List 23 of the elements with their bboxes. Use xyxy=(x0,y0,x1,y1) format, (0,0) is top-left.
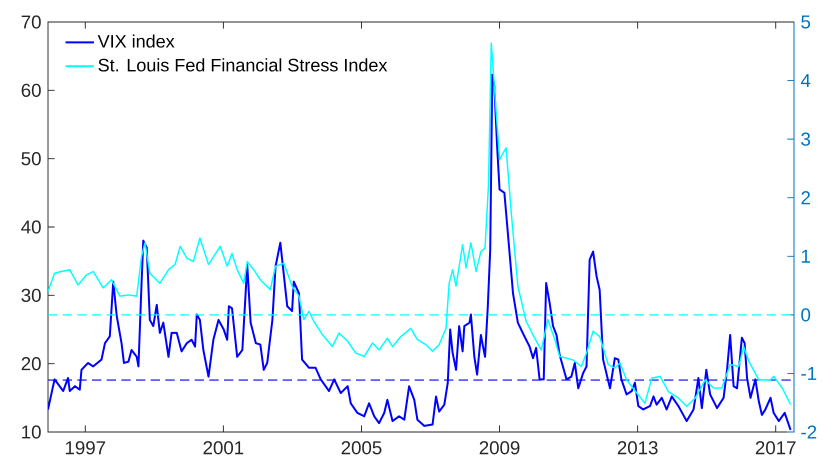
y2-tick-label: -1 xyxy=(801,367,816,380)
x-tick-label: 2013 xyxy=(618,441,658,454)
legend-label: St. Louis Fed Financial Stress Index xyxy=(98,58,388,72)
x-tick-label: 1997 xyxy=(66,441,106,454)
y-tick-label: 60 xyxy=(22,84,41,97)
y2-tick-label: 4 xyxy=(800,74,810,87)
x-tick-label: 2001 xyxy=(204,441,244,454)
legend-label: VIX index xyxy=(98,34,174,48)
y-tick-label: 40 xyxy=(21,220,41,234)
y-tick-label: 20 xyxy=(22,357,41,370)
y-tick-label: 50 xyxy=(22,152,41,166)
y2-tick-label: 2 xyxy=(801,191,810,204)
y-tick-label: 30 xyxy=(21,288,41,302)
x-tick-label: 2005 xyxy=(342,441,382,454)
y-tick-label: 10 xyxy=(22,425,41,439)
x-tick-label: 2009 xyxy=(480,441,520,454)
y-tick-label: 70 xyxy=(22,15,41,29)
y2-tick-label: 1 xyxy=(802,250,810,263)
y2-tick-label: 5 xyxy=(801,15,810,29)
y2-tick-label: 3 xyxy=(801,132,810,146)
y2-tick-label: -2 xyxy=(801,425,816,439)
x-tick-label: 2017 xyxy=(756,441,796,454)
y2-tick-label: 0 xyxy=(801,308,810,322)
